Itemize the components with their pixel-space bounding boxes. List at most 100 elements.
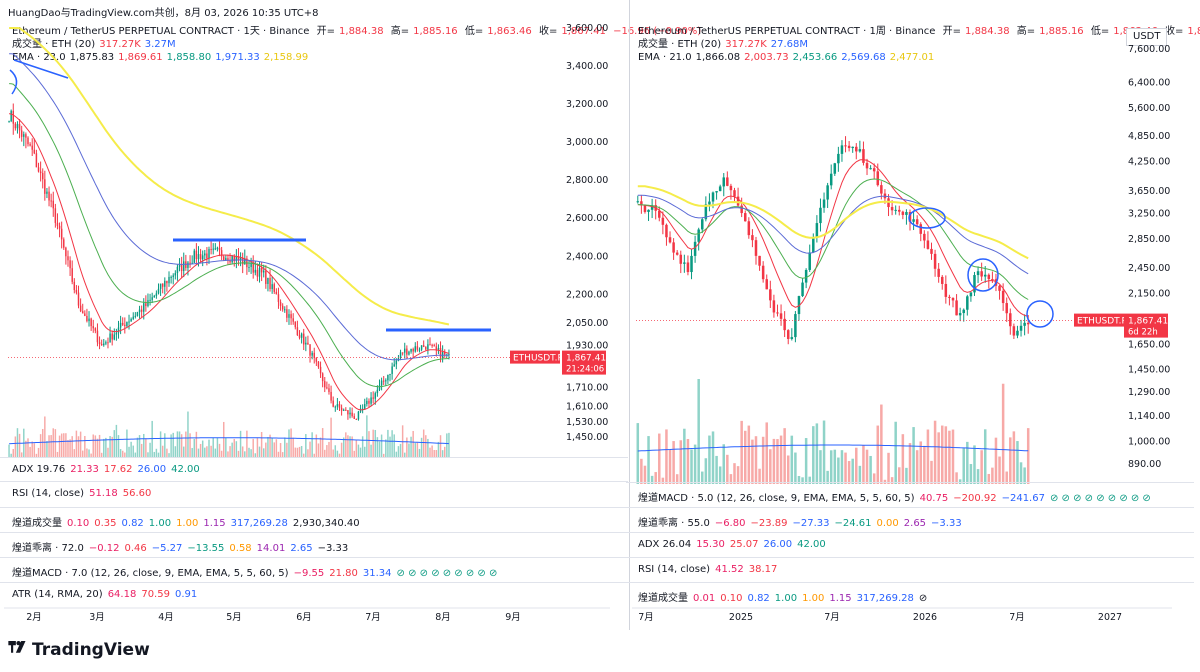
left-candle: [324, 381, 326, 388]
left-volume-bar: [67, 440, 69, 458]
left-candle: [448, 354, 450, 356]
right-candle: [880, 185, 883, 194]
left-volume-bar: [216, 437, 219, 458]
left-candle: [241, 257, 244, 265]
right-pane-divider[interactable]: [626, 582, 1194, 583]
left-volume-bar: [149, 442, 151, 458]
right-candle: [826, 185, 829, 200]
left-pane-divider[interactable]: [0, 532, 628, 533]
right-pane-divider[interactable]: [626, 532, 1194, 533]
left-candle: [140, 309, 143, 312]
right-pane-divider[interactable]: [626, 482, 1194, 483]
right-volume-bar: [772, 438, 776, 484]
right-candle: [983, 274, 987, 277]
left-y-tick: 3,000.00: [566, 137, 608, 148]
left-candle: [39, 171, 42, 174]
left-volume-bar: [433, 449, 435, 458]
panel-separator[interactable]: [629, 0, 630, 630]
left-candle: [336, 404, 339, 407]
left-volume-bar: [220, 450, 223, 458]
currency-label[interactable]: USDT: [1126, 28, 1168, 46]
left-candle: [431, 344, 433, 346]
left-volume-bar: [197, 448, 200, 458]
right-pane-divider[interactable]: [626, 557, 1194, 558]
right-y-tick: 4,850.00: [1128, 131, 1170, 142]
right-candle: [980, 271, 983, 277]
left-candle: [298, 335, 301, 338]
right-indicator-legend[interactable]: 煌道乖离 · 55.0 −6.80 −23.89 −27.33 −24.61 0.00 2.…: [638, 514, 967, 529]
left-candle: [429, 344, 431, 346]
right-candle: [804, 269, 808, 283]
right-candle: [933, 253, 937, 269]
left-volume-bar: [410, 436, 412, 458]
right-indicator-legend[interactable]: 煌道MACD · 5.0 (12, 26, close, 9, EMA, EMA…: [638, 489, 1156, 504]
left-candle: [117, 327, 120, 333]
right-volume-bar: [833, 449, 837, 484]
left-indicator-value: 64.18: [107, 589, 137, 600]
left-open: 1,884.38: [339, 26, 384, 37]
right-indicator-value: −3.33: [931, 518, 962, 529]
left-indicator-legend[interactable]: ADX 19.76 21.33 17.62 26.00 42.00: [12, 464, 205, 475]
right-volume-bar: [894, 421, 897, 484]
left-volume-bar: [54, 429, 57, 458]
right-candle: [840, 145, 844, 154]
left-volume-bar: [273, 442, 275, 458]
right-indicator-legend[interactable]: RSI (14, close) 41.52 38.17: [638, 564, 782, 575]
left-candle: [366, 400, 368, 405]
left-candle: [193, 250, 196, 263]
left-volume-bar: [429, 447, 431, 458]
left-candle: [332, 400, 334, 407]
charts-canvas[interactable]: 3,600.00 3,400.00 3,200.00 3,000.00 2,800.00…: [0, 0, 1200, 632]
left-indicator-legend[interactable]: 煌道成交量 0.10 0.35 0.82 1.00 1.00 1.15 317,269.28 2…: [12, 514, 365, 529]
left-volume-bar: [201, 440, 204, 458]
left-volume-row: 成交量 · ETH (20) 317.27K 3.27M: [12, 39, 176, 50]
right-volume-bar: [808, 476, 811, 484]
left-volume-bar: [27, 438, 29, 458]
right-volume-bar: [905, 467, 908, 484]
right-volume-bar: [1023, 467, 1026, 484]
left-indicator-value: 70.59: [141, 589, 170, 600]
left-indicator-legend[interactable]: RSI (14, close) 51.18 56.60: [12, 488, 156, 499]
weekly-chart-panel[interactable]: Ethereum / TetherUS PERPETUAL CONTRACT ·…: [632, 0, 1200, 630]
right-candle: [847, 145, 851, 149]
left-candle: [208, 249, 210, 259]
right-ema-line: [637, 185, 1029, 260]
right-candle: [987, 274, 991, 280]
left-volume-bar: [191, 447, 193, 458]
right-candle: [801, 282, 804, 297]
left-ema-line: [9, 27, 450, 326]
right-indicator-legend[interactable]: ADX 26.04 15.30 25.07 26.00 42.00: [638, 539, 831, 550]
left-pane-divider[interactable]: [0, 582, 628, 583]
left-volume-bar: [359, 447, 362, 458]
left-candle: [345, 409, 347, 411]
left-indicator-legend[interactable]: ATR (14, RMA, 20) 64.18 70.59 0.91: [12, 589, 202, 600]
right-volume-bar: [783, 428, 786, 484]
left-candle: [284, 309, 286, 311]
right-x-tick: 2026: [913, 612, 937, 623]
left-pane-divider[interactable]: [0, 457, 628, 458]
left-indicator-legend[interactable]: 煌道乖离 · 72.0 −0.12 0.46 −5.27 −13.55 0.58 14.01…: [12, 539, 353, 554]
right-candle: [923, 233, 926, 241]
right-volume-bar: [944, 426, 948, 484]
right-candle: [1026, 322, 1030, 325]
left-y-tick: 3,400.00: [566, 61, 608, 72]
right-pane-divider[interactable]: [626, 507, 1194, 508]
left-volume-bar: [296, 447, 299, 458]
left-indicator-legend[interactable]: 煌道MACD · 7.0 (12, 26, close, 9, EMA, EMA…: [12, 564, 502, 579]
daily-chart-panel[interactable]: Ethereum / TetherUS PERPETUAL CONTRACT ·…: [0, 0, 701, 630]
right-volume-bar: [826, 470, 829, 484]
left-symbol-tag-text: ETHUSDT.P: [513, 354, 563, 364]
right-volume-bar: [1009, 437, 1012, 484]
left-volume-bar: [166, 448, 168, 458]
right-volume-bar: [636, 423, 640, 484]
left-pane-divider[interactable]: [0, 557, 628, 558]
left-title-row: Ethereum / TetherUS PERPETUAL CONTRACT ·…: [12, 26, 702, 37]
right-circle-3: [1026, 300, 1054, 328]
left-pane-divider[interactable]: [0, 481, 628, 482]
tradingview-logo[interactable]: TradingView: [8, 640, 150, 660]
left-candle: [334, 406, 337, 408]
left-pane-divider[interactable]: [0, 507, 628, 508]
left-y-tick: 2,050.00: [566, 318, 608, 329]
left-indicator-value: 2.65: [290, 543, 313, 554]
right-indicator-legend[interactable]: 煌道成交量 0.01 0.10 0.82 1.00 1.00 1.15 317,269.28 ⊘: [638, 589, 932, 604]
